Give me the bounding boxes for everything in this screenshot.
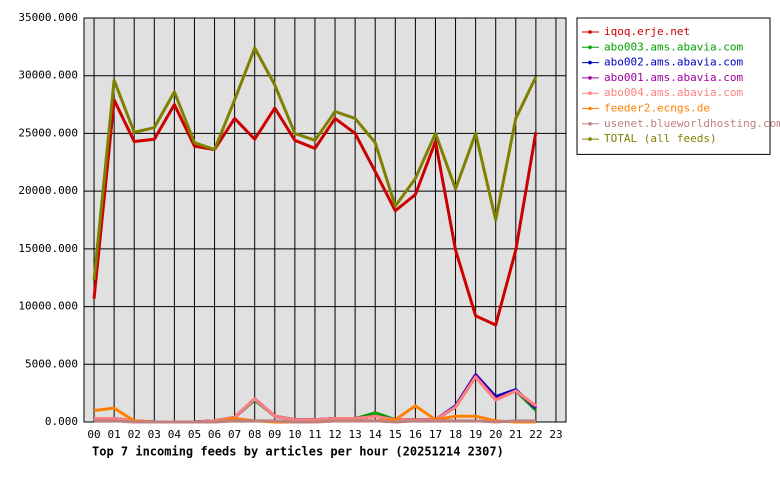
x-tick-label: 13 [349, 428, 362, 441]
x-tick-label: 04 [168, 428, 182, 441]
x-tick-label: 16 [409, 428, 422, 441]
x-tick-label: 22 [529, 428, 542, 441]
y-tick-label: 20000.000 [18, 184, 78, 197]
legend-marker [588, 30, 592, 34]
legend-label: abo002.ams.abavia.com [604, 56, 743, 69]
y-tick-label: 5000.000 [25, 357, 78, 370]
legend-label: abo003.ams.abavia.com [604, 40, 743, 53]
legend-box [576, 17, 771, 155]
x-tick-label: 18 [449, 428, 462, 441]
x-tick-label: 14 [369, 428, 383, 441]
x-tick-label: 10 [288, 428, 301, 441]
x-tick-label: 01 [108, 428, 121, 441]
x-tick-label: 11 [308, 428, 321, 441]
x-tick-label: 23 [549, 428, 562, 441]
legend-label: abo001.ams.abavia.com [604, 71, 743, 84]
y-tick-label: 35000.000 [18, 11, 78, 24]
y-tick-label: 30000.000 [18, 69, 78, 82]
legend-marker [588, 91, 592, 95]
legend-marker [588, 45, 592, 50]
plot-area [83, 17, 567, 423]
y-tick-label: 15000.000 [18, 242, 78, 255]
y-tick-label: 25000.000 [18, 126, 78, 139]
x-tick-label: 05 [188, 428, 201, 441]
series-line [92, 46, 538, 281]
x-tick-label: 20 [489, 428, 502, 441]
series-line [92, 98, 538, 327]
legend-marker [588, 137, 592, 141]
x-tick-label: 21 [509, 428, 522, 441]
x-tick-label: 03 [148, 428, 161, 441]
legend-label: iqoq.erje.net [604, 25, 690, 38]
legend-label: abo004.ams.abavia.com [604, 86, 743, 99]
chart-title: Top 7 incoming feeds by articles per hou… [92, 445, 504, 459]
x-tick-label: 15 [389, 428, 402, 441]
legend-marker [588, 76, 592, 80]
series-line [94, 419, 536, 424]
legend-marker [588, 122, 592, 126]
x-tick-label: 19 [469, 428, 482, 441]
x-tick-label: 07 [228, 428, 241, 441]
y-tick-label: 0.000 [45, 415, 78, 428]
y-tick-label: 10000.000 [18, 300, 78, 313]
x-tick-label: 06 [208, 428, 221, 441]
x-tick-label: 12 [328, 428, 341, 441]
legend-label: feeder2.ecngs.de [604, 102, 710, 115]
x-tick-label: 08 [248, 428, 261, 441]
legend-marker [588, 106, 592, 111]
x-tick-label: 17 [429, 428, 442, 441]
legend-label: TOTAL (all feeds) [604, 132, 717, 145]
x-tick-label: 09 [268, 428, 281, 441]
x-tick-label: 02 [128, 428, 141, 441]
legend-marker [588, 60, 592, 65]
legend-label: usenet.blueworldhosting.com [604, 117, 780, 130]
x-tick-label: 00 [87, 428, 100, 441]
